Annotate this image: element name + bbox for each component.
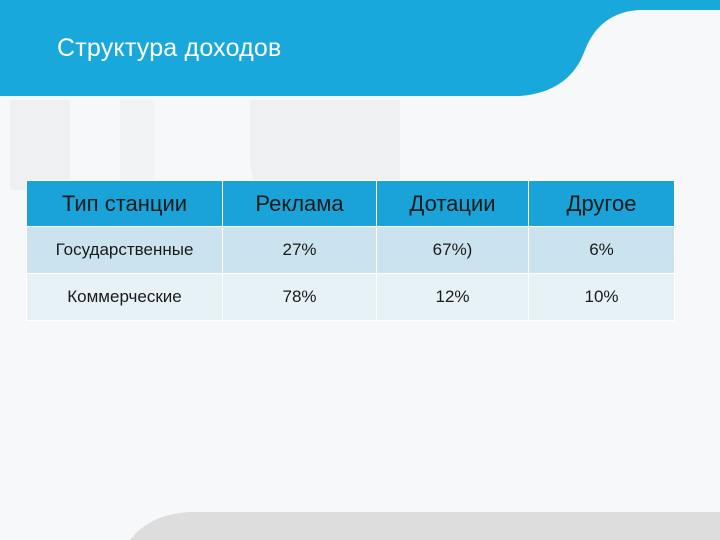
cell-advertising: 27% (223, 227, 377, 274)
cell-subsidies: 12% (377, 274, 529, 321)
cell-other: 10% (529, 274, 675, 321)
cell-station-type: Государственные (27, 227, 223, 274)
slide-title: Структура доходов (57, 34, 282, 63)
table-row: Государственные 27% 67%) 6% (27, 227, 675, 274)
header-subsidies: Дотации (377, 181, 529, 227)
cell-station-type: Коммерческие (27, 274, 223, 321)
cell-advertising: 78% (223, 274, 377, 321)
bottom-band (0, 508, 720, 540)
cell-other: 6% (529, 227, 675, 274)
header-other: Другое (529, 181, 675, 227)
revenue-structure-table: Тип станции Реклама Дотации Другое Госуд… (26, 180, 675, 321)
table-row: Коммерческие 78% 12% 10% (27, 274, 675, 321)
cell-subsidies: 67%) (377, 227, 529, 274)
header-advertising: Реклама (223, 181, 377, 227)
header-station-type: Тип станции (27, 181, 223, 227)
table-header-row: Тип станции Реклама Дотации Другое (27, 181, 675, 227)
